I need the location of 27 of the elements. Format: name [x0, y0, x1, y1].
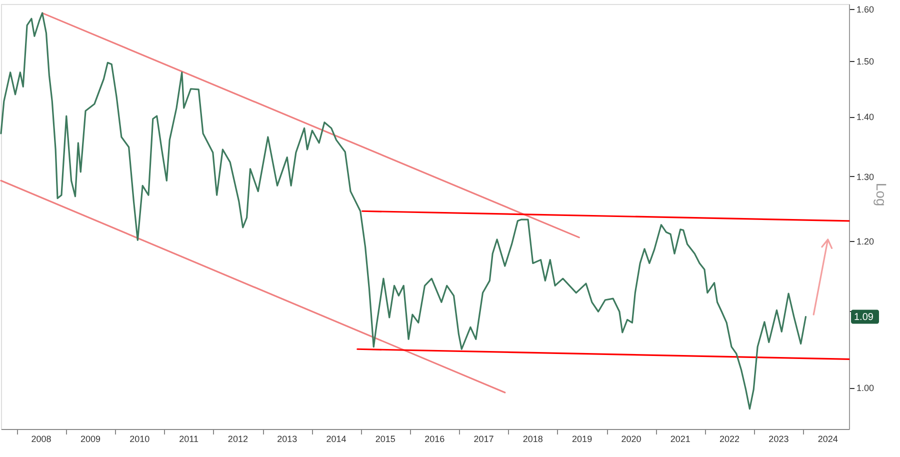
x-tick-label: 2008	[31, 434, 52, 444]
x-tick-label: 2019	[572, 434, 592, 444]
x-tick-label: 2011	[179, 434, 198, 444]
x-tick-label: 2013	[277, 434, 298, 444]
x-tick-label: 2009	[80, 434, 100, 444]
y-tick-label: 1.30	[856, 172, 874, 182]
y-tick-label: 1.40	[856, 112, 874, 122]
x-tick-label: 2020	[621, 434, 642, 444]
x-tick-label: 2023	[768, 434, 789, 444]
line-series	[812, 238, 833, 316]
x-tick-label: 2016	[424, 434, 445, 444]
x-tick-label: 2017	[474, 434, 494, 444]
x-tick-label: 2021	[670, 434, 690, 444]
y-tick-label: 1.60	[856, 4, 874, 15]
x-tick-label: 2024	[818, 434, 838, 444]
y-tick-label: 1.00	[856, 383, 874, 394]
x-tick-label: 2018	[522, 434, 543, 444]
x-tick-label: 2022	[720, 434, 740, 444]
y-tick-label: 1.50	[856, 56, 874, 67]
x-tick-label: 2012	[228, 434, 248, 444]
x-tick-label: 2010	[130, 434, 150, 444]
text: 1.09	[854, 312, 874, 323]
line-series	[0, 12, 807, 410]
y-tick-label: 1.20	[856, 236, 874, 246]
x-tick-label: 2014	[326, 434, 346, 444]
x-tick-label: 2015	[375, 434, 396, 444]
y-axis-title: Log	[874, 182, 890, 206]
